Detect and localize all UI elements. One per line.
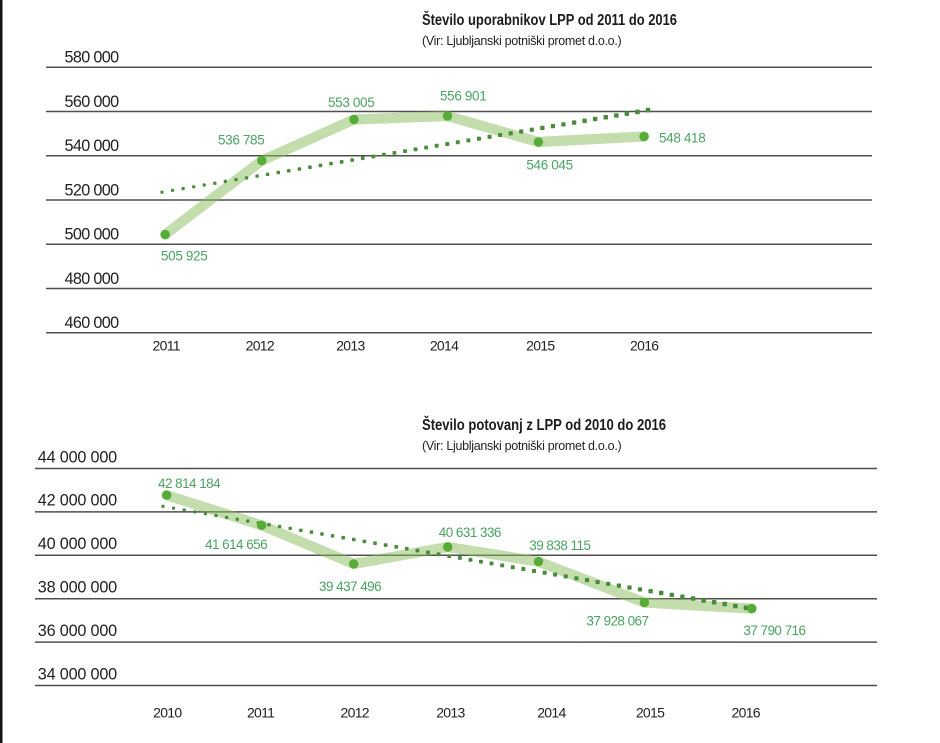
svg-text:580 000: 580 000 [65, 49, 120, 67]
svg-text:2013: 2013 [436, 705, 465, 721]
svg-text:39 437 496: 39 437 496 [319, 579, 381, 594]
svg-text:40 000 000: 40 000 000 [38, 535, 117, 553]
svg-text:2014: 2014 [537, 705, 566, 721]
svg-text:2013: 2013 [336, 338, 365, 354]
svg-text:505 925: 505 925 [161, 249, 207, 264]
svg-text:520 000: 520 000 [65, 181, 120, 199]
svg-text:2011: 2011 [153, 338, 181, 354]
svg-text:536 785: 536 785 [218, 133, 264, 148]
svg-text:44 000 000: 44 000 000 [38, 448, 117, 466]
svg-text:2010: 2010 [153, 705, 182, 721]
svg-text:40 631 336: 40 631 336 [439, 525, 501, 540]
svg-text:42 814 184: 42 814 184 [158, 476, 221, 491]
svg-text:41 614 656: 41 614 656 [205, 537, 267, 552]
svg-text:460 000: 460 000 [65, 314, 120, 332]
svg-text:556 901: 556 901 [440, 88, 486, 103]
svg-text:480 000: 480 000 [65, 270, 120, 288]
svg-text:2014: 2014 [430, 338, 459, 354]
svg-text:(Vir: Ljubljanski potniški pro: (Vir: Ljubljanski potniški promet d.o.o.… [422, 34, 622, 48]
svg-text:38 000 000: 38 000 000 [38, 579, 117, 597]
svg-text:548 418: 548 418 [659, 131, 705, 146]
svg-text:Število potovanj z LPP od 2010: Število potovanj z LPP od 2010 do 2016 [422, 416, 666, 434]
svg-text:(Vir: Ljubljanski potniški pro: (Vir: Ljubljanski potniški promet d.o.o.… [422, 439, 622, 453]
svg-text:Število uporabnikov LPP od 201: Število uporabnikov LPP od 2011 do 2016 [422, 11, 677, 29]
svg-text:36 000 000: 36 000 000 [38, 622, 117, 640]
svg-text:2016: 2016 [732, 705, 761, 721]
svg-text:2012: 2012 [246, 338, 275, 354]
svg-text:39 838 115: 39 838 115 [529, 538, 590, 553]
svg-text:2012: 2012 [341, 705, 370, 721]
svg-text:42 000 000: 42 000 000 [38, 492, 117, 510]
svg-text:37 790 716: 37 790 716 [743, 623, 805, 638]
svg-text:2011: 2011 [247, 705, 275, 721]
svg-text:37 928 067: 37 928 067 [586, 614, 648, 629]
svg-text:2016: 2016 [630, 338, 659, 354]
svg-text:2015: 2015 [636, 705, 665, 721]
svg-text:2015: 2015 [526, 338, 555, 354]
svg-text:553 005: 553 005 [328, 95, 374, 110]
svg-text:546 045: 546 045 [526, 157, 572, 172]
svg-text:34 000 000: 34 000 000 [38, 665, 117, 683]
svg-text:500 000: 500 000 [65, 226, 120, 244]
svg-text:560 000: 560 000 [65, 93, 120, 111]
svg-text:540 000: 540 000 [65, 137, 120, 155]
